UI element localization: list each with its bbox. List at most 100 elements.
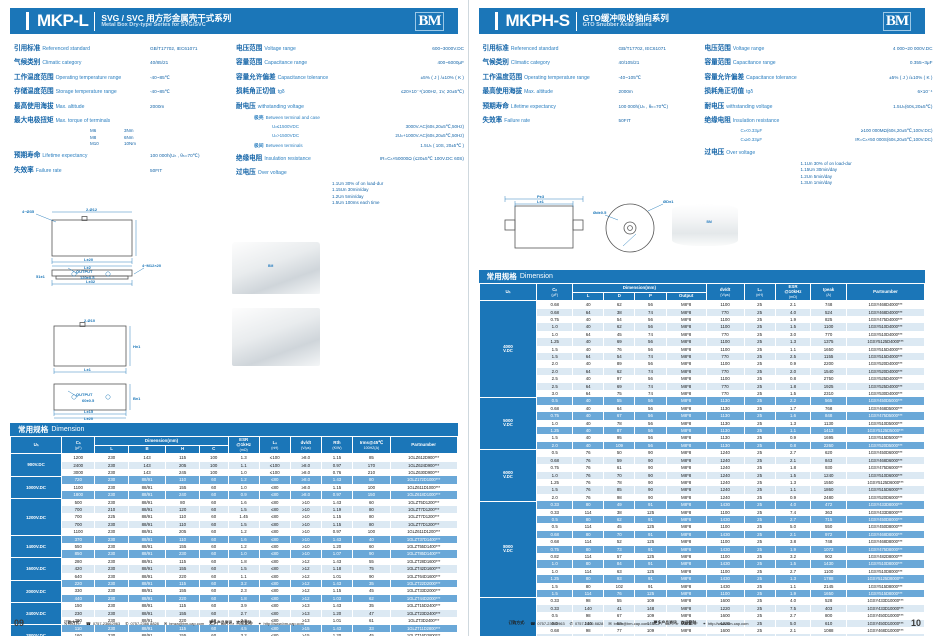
- cell-value: 25: [743, 308, 776, 316]
- cell-value: 60: [352, 543, 391, 551]
- footer-url[interactable]: ⚭ http://www.bm-cap.com: [258, 620, 304, 626]
- cell-value: 67: [603, 412, 636, 420]
- spec-value: 4 000~20 000V.DC: [892, 46, 933, 51]
- specification-block-right: 引用标准 Referenced standard GB/T17702, IEC61…: [469, 34, 935, 186]
- cell-value: 25: [743, 404, 776, 413]
- cell-value: 40: [572, 441, 605, 450]
- cell-value: 0.33: [536, 508, 574, 516]
- cell-value: 825: [810, 315, 847, 324]
- cell-partnumber: 1GLZT23D2400***: [389, 609, 458, 618]
- cell-value: 97: [603, 375, 636, 383]
- cell-value: 143: [127, 468, 167, 477]
- cell-value: 2.3: [227, 587, 260, 595]
- footer-more-label: 更多产品资讯，欢迎登陆:: [209, 620, 254, 625]
- cell-partnumber: 1GSY5125D5000***: [845, 427, 926, 435]
- cell-value: 115: [165, 580, 200, 588]
- cell-value: 1695: [810, 434, 847, 442]
- page-footer-right: 订购方式: ☎ 0757-23662963 ✆ 0757-2366 8828 ✉ bm…: [469, 610, 935, 636]
- table-row: 420 230 88/91 155 60 1.5 ≤80 ≥12 1.18 75 1GLZT42D1…: [11, 565, 458, 573]
- cell-value: 2.7: [774, 515, 812, 524]
- cell-value: 25: [743, 560, 776, 568]
- cell-value: 1550: [810, 478, 847, 487]
- footer-phone[interactable]: ☎ 0757-23662963: [85, 620, 121, 626]
- spec-value: ±5% ( J ) /±10% ( K ): [420, 74, 464, 80]
- table-row: 1.5 64 54 74 M8*8 770 25 2.5 1155 1GSY515D4000***: [479, 353, 926, 361]
- un-value: 8000: [503, 544, 513, 550]
- phone-icon: ☎: [530, 620, 536, 626]
- withstand-label-cn: 极间: [254, 143, 264, 149]
- cell-value: 25: [743, 330, 776, 339]
- envelope-icon: ✉: [608, 620, 612, 626]
- cell-value: 230: [94, 602, 129, 610]
- cell-value: 1.8: [774, 382, 812, 391]
- cell-value: 1.8: [227, 557, 260, 566]
- cell-value: M8*8: [665, 478, 707, 487]
- cell-value: 56: [634, 412, 667, 420]
- cell-value: M8*8: [665, 508, 707, 516]
- cell-value: 76: [572, 464, 605, 472]
- spec-value: ≤20×10⁻⁴(100Hz, 1V, 20±5℃): [400, 89, 464, 95]
- cell-value: 1.18: [320, 565, 354, 573]
- cell-value: 80: [572, 501, 605, 509]
- th-esr: ESR @10kHz (mΩ): [774, 283, 812, 302]
- cell-partnumber: 1GSY433D10000***: [845, 597, 926, 605]
- footer-contact-info: 订购方式: ☎ 0757-23662963 ✆ 0757-2366 8828 ✉ bm…: [509, 620, 749, 626]
- spec-column-1: 引用标准 Referenced standard GB/T17702, IEC61…: [14, 42, 232, 206]
- withstand-label-en: Uₙ≤1500VDC: [272, 123, 300, 129]
- cell-value: ≥8.0: [289, 453, 322, 462]
- dimension-table-wrap-right: 常用规格 Dimension Uₙ Cₙ (μF) Dimension(mm) d…: [478, 270, 926, 636]
- cell-value: 2480: [810, 493, 847, 502]
- footer-email[interactable]: ✉ bmza@bm-cap.com: [608, 620, 649, 626]
- footer-url[interactable]: ⚭ http://www.bm-cap.com: [702, 620, 749, 626]
- cell-value: 25: [743, 412, 776, 420]
- spec-label-cn: 电压范围: [704, 45, 731, 52]
- spec-column-2: 电压范围 Voltage range 4 000~20 000V.DC 容量范围 C…: [705, 42, 933, 186]
- footer-fax[interactable]: ✆ 0757-2366 8828: [569, 620, 604, 626]
- footer-phone[interactable]: ☎ 0757-23662963: [530, 620, 565, 626]
- un-unit: V.DC: [503, 474, 513, 480]
- cell-value: 25: [743, 338, 776, 346]
- cell-partnumber: 1GSY515D4000***: [845, 345, 926, 353]
- cell-partnumber: 1GLZ630D900***: [389, 468, 458, 477]
- cell-value: 88/91: [127, 520, 167, 529]
- globe-icon: ⚭: [702, 620, 706, 626]
- cell-value: 2145: [810, 582, 847, 590]
- cell-partnumber: 1GSY468D4000***: [845, 300, 926, 309]
- table-head: Uₙ Cₙ (μF) Dimension(mm) ESR @1kHz (mΩ) Lₛ(…: [9, 436, 458, 455]
- table-row: 1100 230 88/91 155 60 1.0 ≤80 ≥8.0 1.15 100 1GLZ61…: [11, 483, 458, 492]
- cell-value: 1.5: [774, 323, 812, 331]
- cell-value: 4.0: [774, 308, 812, 316]
- torque-value: 3Nm: [124, 128, 134, 134]
- cell-value: 1.1: [774, 345, 812, 353]
- torque-row: M6 3Nm: [90, 128, 232, 133]
- th-un: Uₙ: [478, 283, 538, 302]
- spec-label-cn: 引用标准: [482, 45, 509, 52]
- spec-label-en: Capacitance tolerance: [277, 74, 329, 81]
- cell-value: 78: [603, 478, 636, 487]
- table-row: 230 230 88/91 155 60 2.7 ≤80 ≥13 1.20 47 1GLZT23D2…: [11, 609, 458, 618]
- cell-value: 0.68: [536, 308, 574, 316]
- cell-value: ≤100: [258, 468, 291, 477]
- un-unit: V.DC: [503, 422, 513, 428]
- cell-partnumber: 1GSY520D4000***: [845, 367, 926, 376]
- spec-value: GB/T17702, IEC61071: [618, 46, 666, 51]
- cell-value: 56: [634, 419, 667, 428]
- cell-value: 1650: [810, 590, 847, 598]
- spec-label-cn: 工作温度范围: [14, 73, 54, 81]
- cell-value: ≥10: [289, 543, 322, 551]
- cell-value: 0.76: [320, 468, 354, 477]
- spec-row: 损耗角正切值 tgδ ≤20×10⁻⁴(100Hz, 1V, 20±5℃): [236, 85, 464, 95]
- footer-email[interactable]: ✉ bmza@bm-cap.com: [163, 620, 205, 626]
- spec-label-en: Capacitance tolerance: [746, 74, 797, 81]
- cell-value: ≥13: [289, 602, 322, 610]
- cell-value: 1430: [705, 560, 745, 568]
- svg-text:L±20: L±20: [84, 416, 94, 420]
- spec-label-cn: 绝缘电阻: [236, 154, 263, 162]
- table-head: Uₙ Cₙ (μF) Dimension(mm) dv/dt (V/μs) Lₛ (n…: [478, 283, 926, 302]
- cell-value: 1100: [810, 323, 847, 331]
- cell-value: 1.43: [320, 476, 354, 484]
- specification-block-left: 引用标准 Referenced standard GB/T17702, IEC61…: [0, 34, 468, 206]
- footer-fax[interactable]: ✆ 0757-2366 8828: [125, 620, 159, 626]
- cell-value: 78: [603, 419, 636, 428]
- withstand-value: 3000V.AC(60s,20±5℃,50Hz): [405, 123, 464, 129]
